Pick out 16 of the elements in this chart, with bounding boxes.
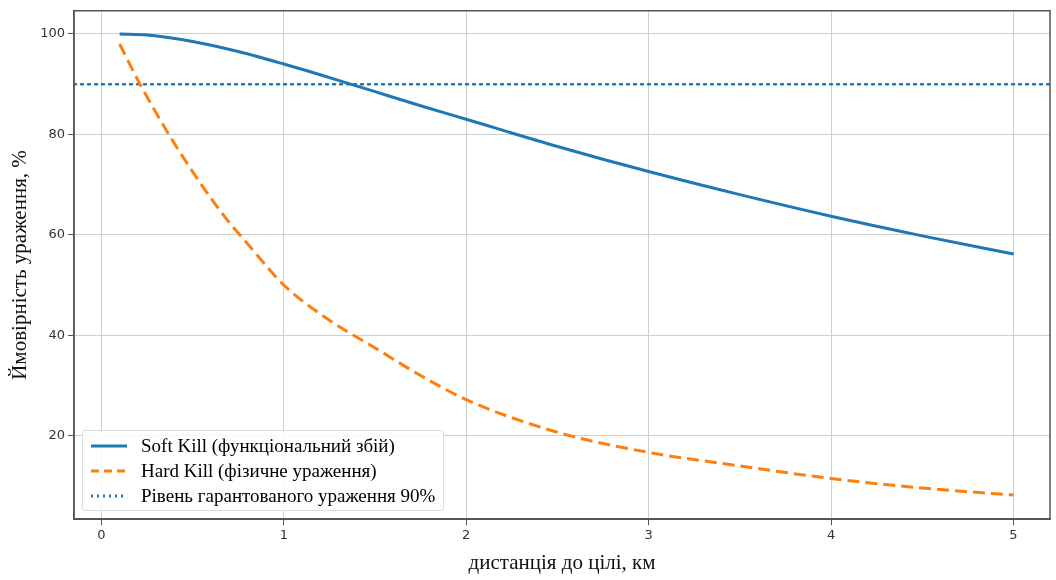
x-tick-label: 5 [1009,527,1018,543]
x-tick-label: 4 [826,527,836,543]
x-tick-label: 3 [644,527,653,543]
y-axis-title: Ймовірність ураження, % [7,150,32,380]
y-tick-label: 60 [48,226,66,242]
y-tick-label: 100 [40,25,66,41]
legend-label: Hard Kill (фізичне ураження) [141,459,377,484]
legend-label: Рівень гарантованого ураження 90% [141,484,436,509]
x-axis-title: дистанція до цілі, км [468,549,656,574]
x-tick-label: 1 [279,527,288,543]
y-tick-label: 40 [48,326,66,342]
y-tick-label: 20 [48,427,66,443]
legend-label: Soft Kill (функціональний збій) [141,434,395,459]
x-tick-label: 0 [97,527,106,543]
x-tick-label: 2 [462,527,471,543]
y-tick-label: 80 [48,125,66,141]
